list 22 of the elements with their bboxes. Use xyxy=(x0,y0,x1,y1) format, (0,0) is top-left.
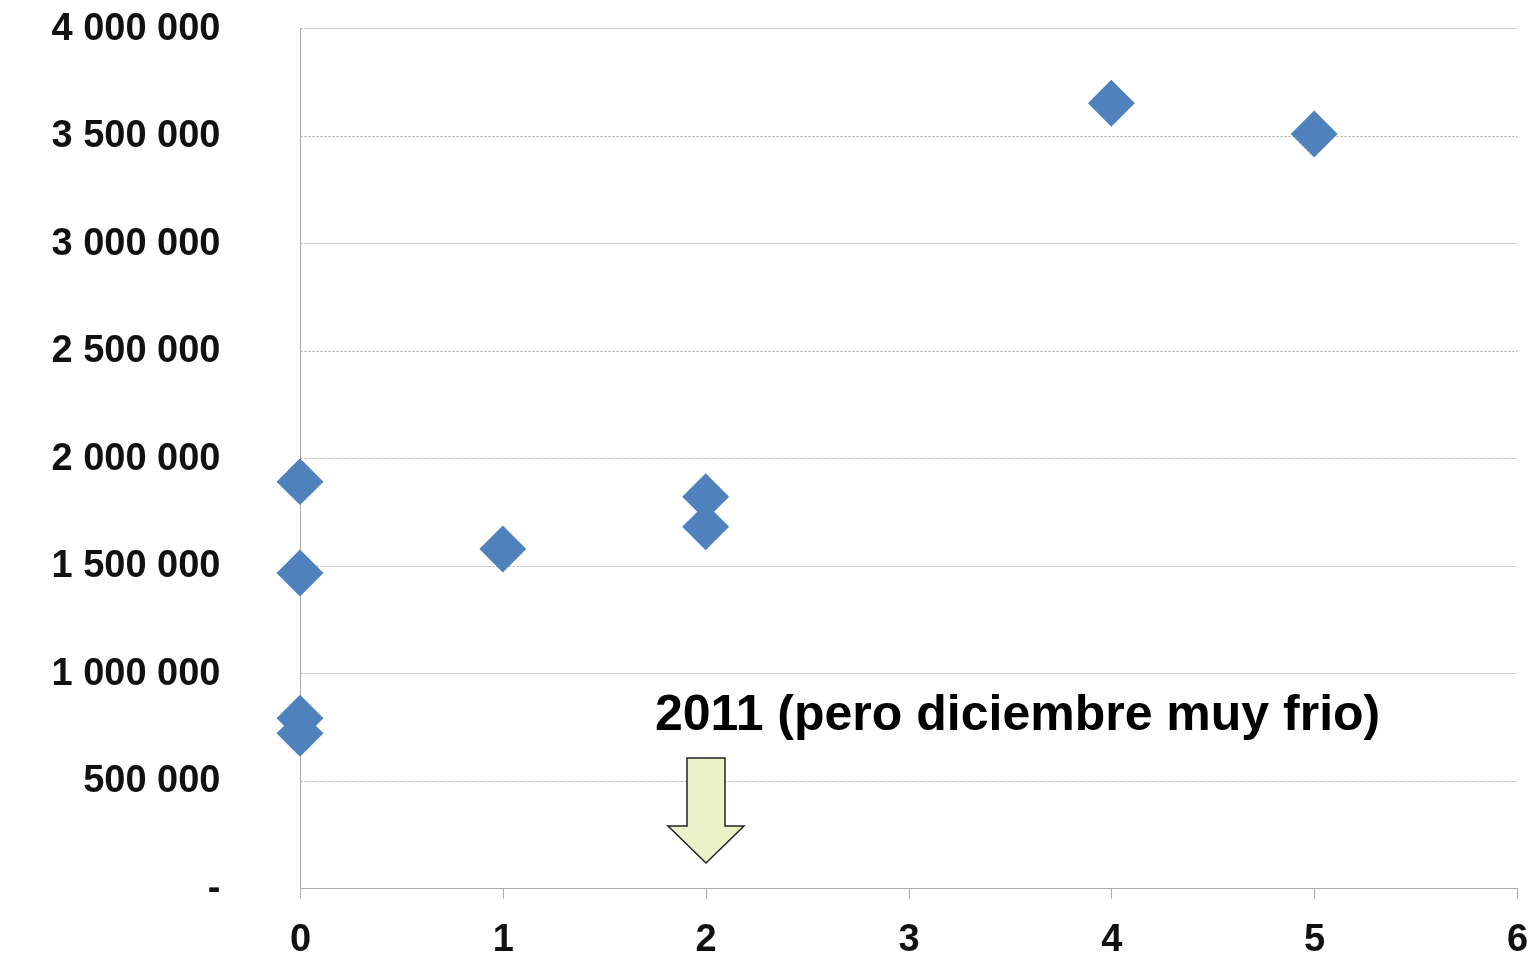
y-tick-label: 2 000 000 xyxy=(51,435,221,478)
y-tick-label: 3 500 000 xyxy=(51,113,221,155)
point xyxy=(479,525,527,573)
point xyxy=(1087,79,1135,127)
y-tick-label: 2 500 000 xyxy=(51,328,221,370)
x-tick-label: 5 xyxy=(1304,916,1326,959)
annotation: 2011 (pero diciembre muy frio) xyxy=(655,684,1381,742)
y-tick-label: 500 000 xyxy=(83,758,221,800)
x-tick-label: 1 xyxy=(492,916,514,959)
y-tick-label: 4 000 000 xyxy=(51,5,221,48)
point xyxy=(276,549,324,597)
x-tick-label: 3 xyxy=(898,916,920,959)
y-tick-label: 1 500 000 xyxy=(51,543,221,585)
y-tick-label: 3 000 000 xyxy=(51,220,221,263)
x-tick-label: 0 xyxy=(289,916,312,959)
x-tick-label: 2 xyxy=(695,916,717,959)
point xyxy=(276,458,324,506)
y-tick-label: - xyxy=(207,865,221,908)
y-tick-label: 1 000 000 xyxy=(51,650,221,693)
x-tick-label: 4 xyxy=(1101,916,1123,959)
x-tick-label: 6 xyxy=(1506,916,1529,959)
point xyxy=(1290,110,1338,158)
